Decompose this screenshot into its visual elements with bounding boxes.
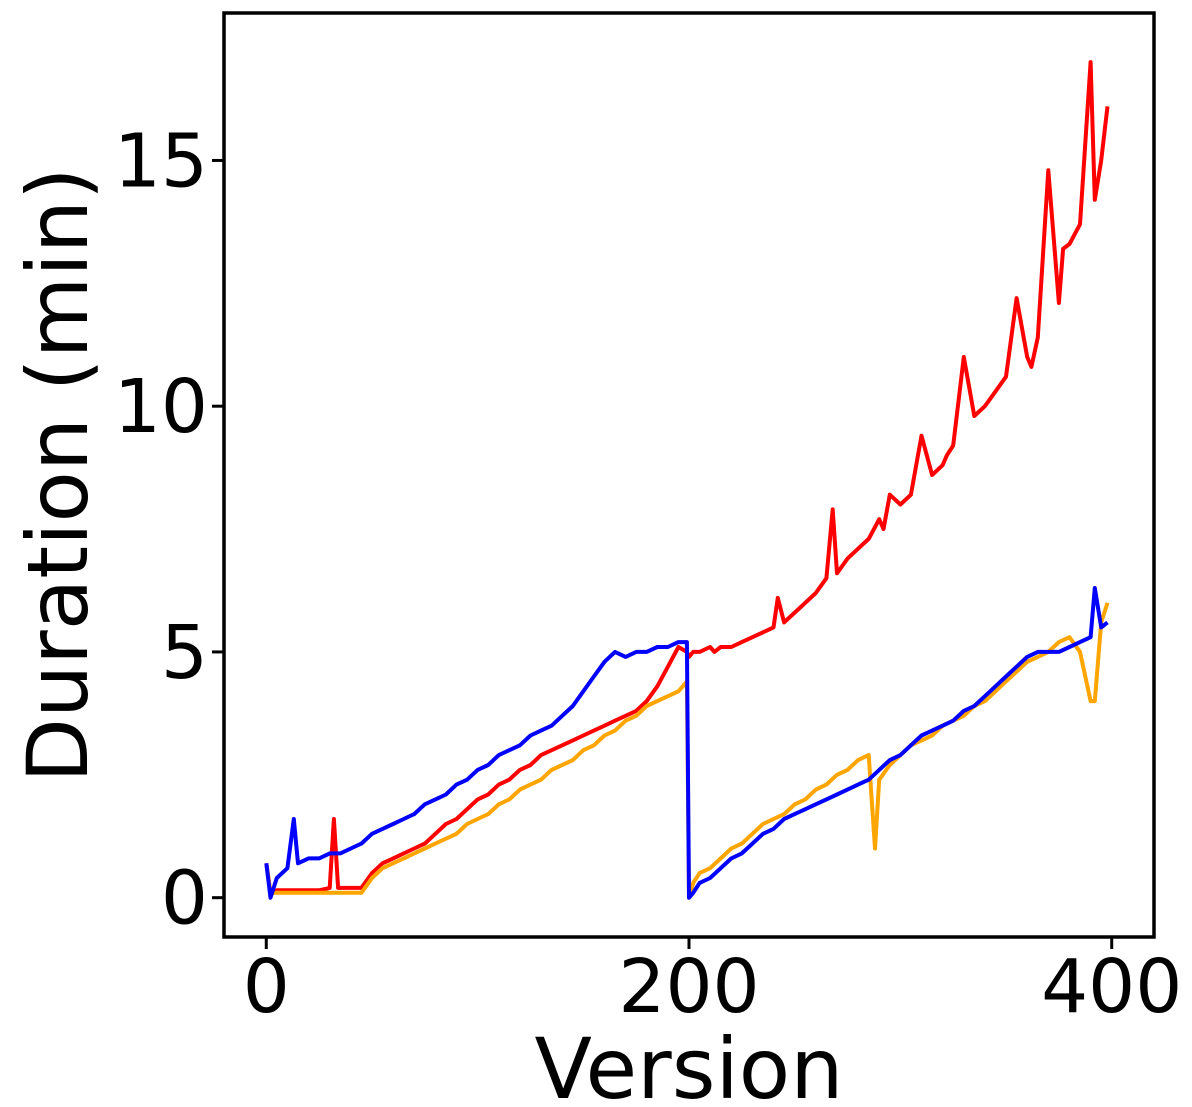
y-tick-label: 5: [161, 610, 208, 696]
x-tick-label: 200: [618, 944, 759, 1030]
y-axis-label: Duration (min): [9, 167, 107, 782]
y-axis-ticks: 0 5 10 15: [114, 118, 224, 941]
y-tick-label: 10: [114, 364, 208, 450]
x-tick-label: 400: [1041, 944, 1182, 1030]
series-line-blue: [266, 588, 1107, 898]
y-tick-label: 0: [161, 856, 208, 942]
x-axis-label: Version: [535, 1020, 844, 1107]
y-tick-label: 15: [114, 118, 208, 204]
x-tick-label: 0: [243, 944, 290, 1030]
series-layer: [266, 62, 1107, 898]
x-axis-ticks: 0 200 400: [243, 937, 1183, 1030]
